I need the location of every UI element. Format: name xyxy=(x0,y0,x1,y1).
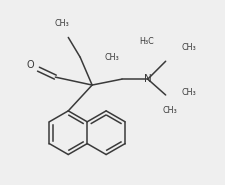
Text: CH₃: CH₃ xyxy=(55,19,70,28)
Text: O: O xyxy=(27,60,34,70)
Text: N: N xyxy=(144,74,152,84)
Text: CH₃: CH₃ xyxy=(182,43,196,52)
Text: CH₃: CH₃ xyxy=(104,53,119,62)
Text: H₃C: H₃C xyxy=(139,37,154,46)
Text: CH₃: CH₃ xyxy=(162,106,177,115)
Text: CH₃: CH₃ xyxy=(182,88,196,97)
